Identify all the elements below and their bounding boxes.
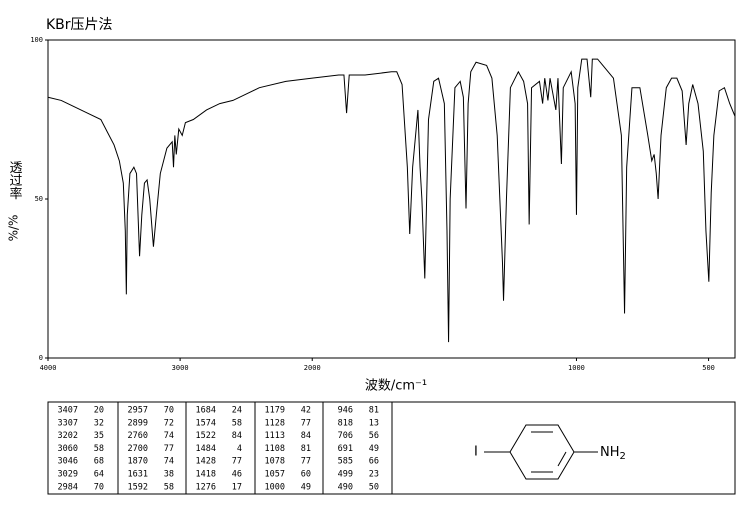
benzene-ring [509, 424, 575, 480]
peak-transmittance: 50 [369, 482, 379, 492]
peak-transmittance: 77 [301, 457, 311, 467]
peak-transmittance: 81 [369, 406, 379, 416]
peak-transmittance: 66 [369, 457, 379, 467]
y-tick-label: 100 [30, 36, 43, 44]
y-axis-label: 透过率 [7, 161, 23, 200]
peak-wavenumber: 490 [338, 482, 353, 492]
amine-text: NH [600, 445, 620, 460]
peak-transmittance: 56 [369, 431, 379, 441]
peak-transmittance: 20 [94, 406, 104, 416]
peak-transmittance: 58 [94, 444, 104, 454]
peak-wavenumber: 1631 [128, 470, 148, 480]
iodine-label: I [474, 445, 478, 460]
peak-transmittance: 68 [94, 457, 104, 467]
peak-wavenumber: 2984 [58, 482, 78, 492]
peak-transmittance: 4 [237, 444, 242, 454]
peak-wavenumber: 1684 [196, 406, 216, 416]
x-tick-label: 1000 [568, 364, 585, 372]
peak-transmittance: 77 [232, 457, 242, 467]
peak-transmittance: 49 [301, 482, 311, 492]
peak-wavenumber: 1276 [196, 482, 216, 492]
peak-transmittance: 23 [369, 470, 379, 480]
y-tick-label: 0 [39, 354, 43, 362]
chart-title: KBr压片法 [46, 17, 113, 33]
x-tick-label: 4000 [40, 364, 57, 372]
peak-wavenumber: 1108 [265, 444, 285, 454]
x-tick-label: 3000 [172, 364, 189, 372]
peak-transmittance: 13 [369, 418, 379, 428]
peak-transmittance: 77 [301, 418, 311, 428]
peak-wavenumber: 3307 [58, 418, 78, 428]
spectrum-line [47, 58, 736, 343]
peak-transmittance: 74 [164, 457, 174, 467]
peak-wavenumber: 1574 [196, 418, 216, 428]
peak-wavenumber: 1179 [265, 406, 285, 416]
peak-transmittance: 60 [301, 470, 311, 480]
peak-wavenumber: 3407 [58, 406, 78, 416]
peak-transmittance: 70 [164, 406, 174, 416]
peak-transmittance: 72 [164, 418, 174, 428]
amine-subscript: 2 [620, 451, 626, 462]
peak-wavenumber: 1057 [265, 470, 285, 480]
peak-wavenumber: 2957 [128, 406, 148, 416]
peak-wavenumber: 2760 [128, 431, 148, 441]
peak-wavenumber: 3046 [58, 457, 78, 467]
peak-transmittance: 24 [232, 406, 242, 416]
peak-transmittance: 35 [94, 431, 104, 441]
peak-transmittance: 42 [301, 406, 311, 416]
peak-wavenumber: 1078 [265, 457, 285, 467]
y-axis-unit: %/% [7, 215, 21, 242]
x-tick-label: 2000 [304, 364, 321, 372]
peak-wavenumber: 1128 [265, 418, 285, 428]
peak-transmittance: 49 [369, 444, 379, 454]
peak-wavenumber: 499 [338, 470, 353, 480]
peak-transmittance: 17 [232, 482, 242, 492]
peak-wavenumber: 1484 [196, 444, 216, 454]
peak-transmittance: 81 [301, 444, 311, 454]
peak-transmittance: 84 [232, 431, 242, 441]
peak-transmittance: 58 [164, 482, 174, 492]
peak-wavenumber: 1418 [196, 470, 216, 480]
double-bond [557, 451, 567, 467]
peak-transmittance: 64 [94, 470, 104, 480]
peak-transmittance: 84 [301, 431, 311, 441]
peak-wavenumber: 1000 [265, 482, 285, 492]
peak-transmittance: 70 [94, 482, 104, 492]
peak-transmittance: 74 [164, 431, 174, 441]
peak-wavenumber: 706 [338, 431, 353, 441]
amine-label: NH2 [600, 445, 626, 463]
peak-wavenumber: 2700 [128, 444, 148, 454]
peak-wavenumber: 1870 [128, 457, 148, 467]
peak-wavenumber: 1522 [196, 431, 216, 441]
peak-transmittance: 77 [164, 444, 174, 454]
peak-wavenumber: 3202 [58, 431, 78, 441]
peak-transmittance: 58 [232, 418, 242, 428]
peak-transmittance: 32 [94, 418, 104, 428]
peak-wavenumber: 585 [338, 457, 353, 467]
peak-wavenumber: 2899 [128, 418, 148, 428]
peak-transmittance: 38 [164, 470, 174, 480]
peak-wavenumber: 818 [338, 418, 353, 428]
peak-wavenumber: 3060 [58, 444, 78, 454]
y-tick-label: 50 [35, 195, 43, 203]
peak-wavenumber: 1113 [265, 431, 285, 441]
peak-wavenumber: 1592 [128, 482, 148, 492]
x-axis-label: 波数/cm⁻¹ [365, 379, 427, 394]
peak-wavenumber: 1428 [196, 457, 216, 467]
peak-wavenumber: 3029 [58, 470, 78, 480]
peak-wavenumber: 946 [338, 406, 353, 416]
peak-wavenumber: 691 [338, 444, 353, 454]
peak-transmittance: 46 [232, 470, 242, 480]
x-tick-label: 500 [702, 364, 715, 372]
molecule [484, 424, 598, 480]
